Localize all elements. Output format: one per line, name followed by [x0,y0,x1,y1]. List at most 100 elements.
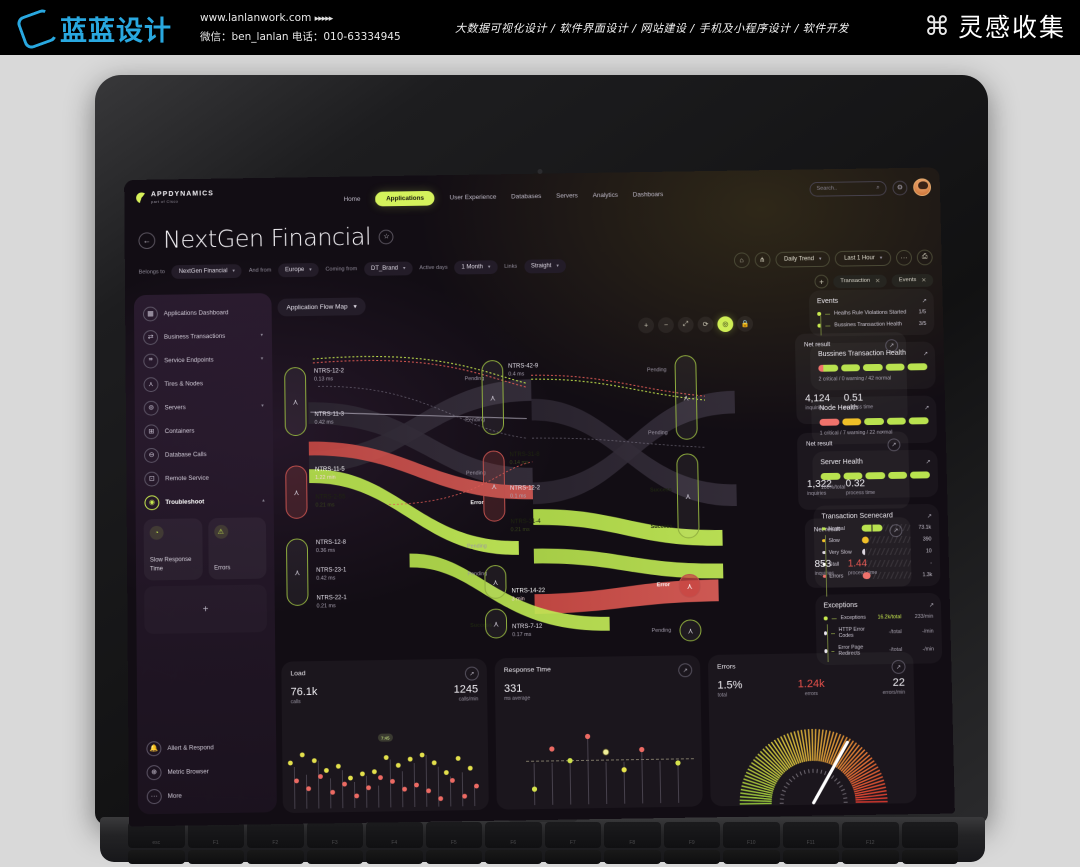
search-icon[interactable]: ⌕ [876,184,880,191]
sidebar-item-remote-service[interactable]: ⊡ Remote Service [141,465,267,491]
sidebar-item-more[interactable]: ··· More [144,782,271,808]
response-time-scatter-plot[interactable] [496,725,703,810]
flow-node-group-10[interactable]: ⋏ [678,573,701,598]
plus-icon[interactable]: + [638,317,655,334]
chevron-down-icon[interactable]: ▾ [260,332,264,339]
nav-item-user-experience[interactable]: User Experience [449,193,497,202]
health-bar[interactable] [887,471,908,479]
search-input[interactable]: Search.. ⌕ [809,180,887,197]
sidebar-item-service-endpoints[interactable]: ⌗ Service Endpoints ▾ [140,347,266,373]
exception-row[interactable]: Exceptions 16.2k/total 233/min [823,614,933,622]
close-icon[interactable]: ✕ [875,278,881,285]
refresh-icon[interactable]: ⟳ [697,316,714,333]
nav-item-dashboars[interactable]: Dashboars [632,191,664,199]
flow-node-label[interactable]: NTRS-11-5 1.22 min [315,467,345,481]
health-bar[interactable] [886,417,907,425]
sidebar-item-allert-respond[interactable]: 🔔 Allert & Respond [143,734,270,760]
sidebar-item-applications-dashboard[interactable]: ▦ Applications Dashboard [140,300,266,325]
sidebar-item-tires-nodes[interactable]: ⋏ Tires & Nodes [140,371,266,397]
sidebar-item-metric-browser[interactable]: ⊕ Metric Browser [143,758,270,784]
sidebar-item-business-transactions[interactable]: ⇄ Business Transactions ▾ [140,323,266,348]
nav-item-analytics[interactable]: Analytics [592,191,619,200]
flow-node-label[interactable]: NTRS-11-3 0.42 ms [314,412,344,426]
flow-node-label[interactable]: NTRS-22-1 0.21 ms [316,595,346,609]
nav-item-home[interactable]: Home [343,195,361,204]
expand-arrow-icon[interactable]: ↗ [678,663,693,678]
errors-gauge[interactable] [727,716,899,807]
avatar[interactable] [913,178,932,197]
troubleshoot-card-errors[interactable]: ⚠ Errors [207,517,267,580]
scenecard-row[interactable]: Normal 73.1k [821,524,931,533]
back-button[interactable]: ← [138,231,156,249]
health-bar[interactable] [820,472,841,481]
flow-node-label[interactable]: NTRS-7-12 0.17 ms [512,624,542,638]
expand-icon[interactable]: ⤢ [677,316,694,333]
filter-and-from[interactable]: Europe ▾ [278,262,319,278]
health-bar[interactable] [885,363,906,371]
chevron-up-icon[interactable]: ▴ [262,497,265,504]
health-bar[interactable] [840,364,861,372]
flow-node-label[interactable]: NTRS-31-8 0.14 ms [509,452,539,466]
sidebar-item-servers[interactable]: ⊜ Servers ▾ [141,394,267,420]
flow-node-label[interactable]: NTRS-42-9 0.4 ms [508,363,538,377]
health-bar[interactable] [863,363,883,372]
flow-node-label[interactable]: NTRS-12-2 0.1 ms [510,485,540,499]
health-bar[interactable] [910,471,930,479]
nav-item-databases[interactable]: Databases [511,193,542,201]
flow-node-label[interactable]: NTRS-12-2 0.13 ms [314,368,344,382]
flow-node-group-3[interactable]: ⋏ [285,538,309,607]
export-icon[interactable]: ⎙ [916,249,933,266]
headset-icon[interactable]: ⌂ [733,252,750,269]
flow-node-group-5[interactable]: ⋏ [482,450,506,522]
expand-arrow-icon[interactable]: ↗ [928,602,935,609]
health-bar[interactable] [864,417,884,426]
nav-item-applications[interactable]: Applications [375,190,435,207]
scenecard-row[interactable]: Slow 390 [822,535,932,545]
health-bar[interactable] [843,472,863,480]
flow-node-group-8[interactable]: ⋏ [674,355,698,440]
appdynamics-logo[interactable]: APPDYNAMICS part of Cisco [136,190,214,204]
flow-map-canvas[interactable]: ⋏ ⋏ ⋏ NTRS-12-2 0.13 ms NTRS-11-3 0.42 m… [278,336,792,658]
sidebar-item-containers[interactable]: ⊞ Containers [141,418,267,444]
flow-node-group-7[interactable]: ⋏ [484,608,508,639]
flow-node-group-2[interactable]: ⋏ [285,465,308,519]
trend-select[interactable]: Daily Trend ▾ [774,251,831,268]
load-scatter-plot[interactable]: 7:45 [282,728,489,813]
expand-arrow-icon[interactable]: ↗ [926,513,932,520]
health-bar[interactable] [819,418,840,426]
scenecard-row[interactable]: Stall - [822,559,932,568]
expand-arrow-icon[interactable]: ↗ [464,666,479,681]
health-bar[interactable] [907,363,928,371]
event-row[interactable]: Healhs Rule Violations Started 1/5 [817,309,926,317]
filter-coming-from[interactable]: DT_Brand ▾ [364,261,413,276]
add-tag-button[interactable]: + [814,274,829,289]
flow-node-group-9[interactable]: ⋏ [676,453,700,539]
minus-icon[interactable]: − [657,317,674,334]
exception-row[interactable]: HTTP Error Codes -/total -/min [823,626,934,640]
expand-arrow-icon[interactable]: ↗ [891,659,906,674]
flow-node-label[interactable]: NTRS-31-4 0.21 ms [510,519,540,533]
tag-events[interactable]: Events ✕ [891,273,934,287]
scenecard-row[interactable]: Very Slow 10 [822,547,932,556]
filter-belongs-to[interactable]: NextGen Financial ▾ [171,264,242,279]
close-icon[interactable]: ✕ [921,277,927,284]
filter-links[interactable]: Straight ▾ [523,259,566,274]
event-row[interactable]: Bussines Transaction Health 3/5 [817,321,926,329]
star-icon[interactable]: ☆ [378,229,394,244]
flow-node-label[interactable]: NTRS-23-1 0.42 ms [316,567,346,581]
flow-node-group-4[interactable]: ⋏ [481,360,505,436]
expand-arrow-icon[interactable]: ↗ [924,405,930,412]
sidebar-item-troubleshoot[interactable]: ◉ Troubleshoot ▴ [141,489,267,515]
health-bar[interactable] [841,418,862,426]
flow-map-select[interactable]: Application Flow Map ▾ [277,297,366,317]
flow-node-label[interactable]: NTRS-2-55 0.21 ms [315,494,345,508]
flow-node-label[interactable]: NTRS-12-8 0.36 ms [316,540,346,554]
sidebar-item-database-calls[interactable]: ⊖ Database Calls [141,441,267,467]
health-bar[interactable] [909,417,929,425]
add-widget-button[interactable]: + [144,585,267,634]
flow-node-label[interactable]: NTRS-14-22 3 min [511,588,545,602]
lock-icon[interactable]: 🔒 [737,315,754,332]
nav-item-servers[interactable]: Servers [556,192,578,200]
health-bar[interactable] [818,364,838,372]
share-icon[interactable]: ⋔ [754,252,771,268]
